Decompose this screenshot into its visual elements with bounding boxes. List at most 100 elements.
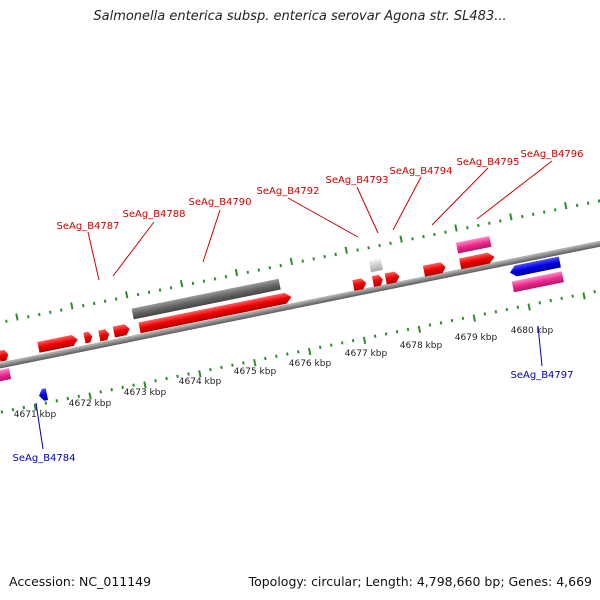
feature-pink[interactable] [511,271,564,293]
gene-label-forward[interactable]: SeAg_B4790 [189,197,252,208]
feature-pink[interactable] [455,236,492,254]
minor-tick [220,365,223,370]
major-tick [253,359,257,367]
gene-label-forward[interactable]: SeAg_B4796 [521,149,584,160]
gene-label-reverse[interactable]: SeAg_B4797 [511,370,574,381]
minor-tick [242,361,245,365]
feature-forward[interactable] [384,271,401,285]
gene-label-forward[interactable]: SeAg_B4794 [390,166,453,177]
major-tick [362,336,367,345]
feature-reverse[interactable] [38,388,49,401]
minor-tick [593,289,596,294]
feature-light[interactable] [368,259,383,273]
feature-forward[interactable] [371,274,384,287]
major-tick [582,292,586,300]
feature-forward[interactable] [352,278,367,291]
feature-pink[interactable] [0,368,12,382]
gene-label-forward[interactable]: SeAg_B4792 [257,186,320,197]
minor-tick [0,410,4,414]
feature-forward[interactable] [0,349,9,362]
minor-tick [176,374,179,378]
minor-tick [466,226,469,230]
kbp-tick-label: 4672 kbp [69,399,112,409]
minor-tick [103,299,107,303]
feature-reverse[interactable] [509,256,561,278]
minor-tick [257,268,261,272]
minor-tick [147,290,151,294]
major-tick [399,235,403,243]
feature-forward[interactable] [83,331,93,344]
minor-tick [59,308,63,312]
minor-tick [5,319,8,323]
minor-tick [367,246,370,250]
kbp-labels: 4671 kbp 4672 kbp 4673 kbp 4674 kbp 4675… [14,326,554,420]
minor-tick [275,354,278,358]
minor-tick [264,356,267,361]
minor-tick [286,352,289,356]
minor-tick [499,219,502,223]
minor-tick [433,232,436,237]
callout-line-forward [202,209,221,263]
feature-dark[interactable] [131,278,281,320]
gene-label-forward[interactable]: SeAg_B4793 [326,175,389,186]
minor-tick [92,301,96,306]
minor-tick [351,338,355,343]
callout-line-forward [87,231,100,281]
kbp-tick-label: 4677 kbp [345,349,388,359]
minor-tick [373,334,377,338]
major-tick [454,224,458,232]
major-tick [344,246,348,254]
minor-tick [549,298,553,303]
minor-tick [356,248,359,252]
gene-label-forward[interactable]: SeAg_B4787 [57,221,120,232]
callout-line-forward [476,160,553,220]
minor-tick [81,303,85,308]
minor-tick [553,208,557,212]
minor-tick [154,379,157,383]
minor-tick [411,237,414,241]
minor-tick [114,297,118,301]
gene-label-forward[interactable]: SeAg_B4788 [123,209,186,220]
minor-tick [483,312,487,316]
minor-tick [450,318,454,323]
minor-tick [505,307,509,312]
feature-forward[interactable] [37,334,78,353]
feature-forward[interactable] [98,329,110,342]
callout-line-forward [431,167,489,226]
topology-label: Topology: [248,574,308,589]
major-tick [527,303,531,311]
minor-tick [136,292,140,297]
feature-forward[interactable] [459,251,495,270]
minor-tick [279,263,283,268]
gene-label-reverse[interactable]: SeAg_B4784 [13,453,76,464]
minor-tick [384,332,388,336]
kbp-tick-label: 4671 kbp [14,410,57,420]
minor-tick [48,310,52,314]
callout-line-forward [392,176,422,231]
minor-tick [334,252,337,257]
major-tick [143,381,147,389]
minor-tick [121,385,124,390]
callout-line-reverse [537,325,543,367]
minor-tick [542,210,546,214]
minor-tick [158,288,162,292]
minor-tick [575,203,579,208]
minor-tick [461,316,465,321]
feature-forward[interactable] [112,324,131,338]
feature-forward[interactable] [422,261,447,277]
kbp-tick-label: 4676 kbp [289,359,332,369]
minor-tick [531,212,535,216]
kbp-tick-label: 4674 kbp [179,377,222,387]
minor-tick [318,345,322,350]
minor-tick [132,383,135,387]
callout-line-forward [287,197,359,238]
callout-line-reverse [35,402,44,450]
gene-label-forward[interactable]: SeAg_B4795 [457,157,520,168]
kbp-tick-label: 4673 kbp [124,388,167,398]
major-tick [472,314,476,322]
minor-tick [224,275,228,279]
feature-forward[interactable] [138,292,292,334]
minor-tick [494,310,498,314]
minor-tick [323,254,326,259]
